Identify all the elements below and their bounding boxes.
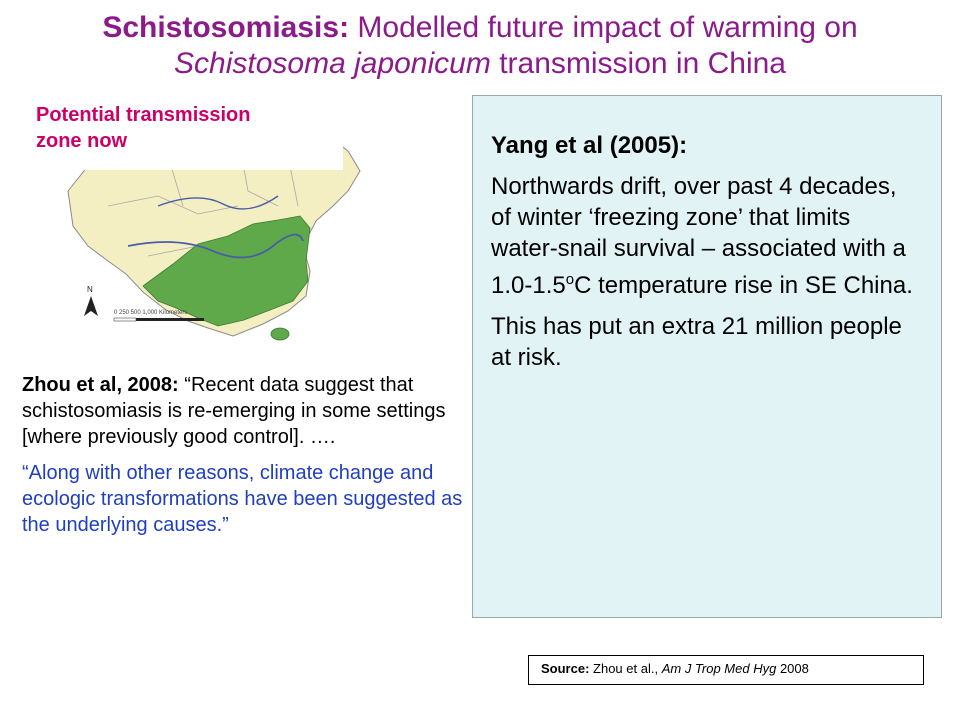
zhou-citation: Zhou et al, 2008: (22, 374, 179, 396)
zhou-quote-1: “Recent data suggest that schistosomiasi… (22, 374, 446, 448)
source-label: Source: (541, 661, 590, 676)
slide-title: Schistosomiasis: Modelled future impact … (0, 10, 960, 82)
title-line1-rest: Modelled future impact of warming on (357, 11, 858, 44)
map-label-line-2: zone now (36, 130, 128, 152)
yang-paragraph-1: Northwards drift, over past 4 decades, o… (491, 171, 921, 301)
zhou-quote-block: Zhou et al, 2008: “Recent data suggest t… (22, 372, 467, 548)
north-arrow-icon (84, 296, 98, 316)
title-italic: Schistosoma japonicum (174, 47, 491, 80)
yangtze-river (127, 233, 304, 259)
source-year: 2008 (779, 661, 809, 676)
transmission-zone (142, 215, 311, 327)
yang-heading: Yang et al (2005): (491, 132, 688, 159)
zhou-quote-2: “Along with other reasons, climate chang… (22, 462, 463, 536)
title-line-1: Schistosomiasis: Modelled future impact … (0, 10, 960, 46)
yang-degree-sup: o (565, 271, 575, 288)
source-authors: Zhou et al., (593, 661, 659, 676)
scale-text: 0 250 500 1,000 Kilometers (114, 310, 187, 316)
source-journal: Am J Trop Med Hyg (661, 661, 777, 676)
source-citation: Source: Zhou et al., Am J Trop Med Hyg 2… (528, 655, 924, 685)
map-label-line-1: Potential transmission (36, 104, 251, 126)
zhou-paragraph-1: Zhou et al, 2008: “Recent data suggest t… (22, 372, 467, 450)
hainan-zone (270, 327, 290, 341)
yang-text-box: Yang et al (2005): Northwards drift, ove… (472, 95, 942, 618)
title-line2-rest: transmission in China (499, 47, 786, 80)
scale-bar (114, 318, 204, 321)
map-label: Potential transmission zone now (28, 98, 343, 170)
yellow-river (157, 195, 279, 210)
yang-paragraph-2: This has put an extra 21 million people … (491, 313, 902, 371)
north-label: N (87, 285, 93, 294)
title-bold: Schistosomiasis: (102, 11, 350, 44)
province-borders (107, 135, 299, 257)
title-line-2: Schistosoma japonicum transmission in Ch… (0, 46, 960, 82)
yang-para1-before: Northwards drift, over past 4 decades, o… (491, 173, 906, 299)
yang-para1-after: C temperature rise in SE China. (574, 272, 913, 299)
